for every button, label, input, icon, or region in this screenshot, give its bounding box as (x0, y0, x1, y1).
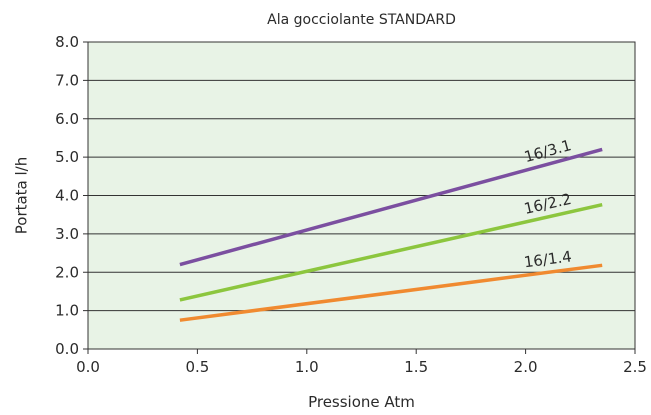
y-axis-ticks: 0.0 1.0 2.0 3.0 4.0 5.0 6.0 7.0 8.0 (55, 33, 88, 358)
x-tick-label: 2.5 (623, 358, 647, 376)
y-tick-label: 1.0 (55, 302, 79, 320)
y-tick-label: 4.0 (55, 187, 79, 205)
x-tick-label: 2.0 (514, 358, 538, 376)
x-axis-label: Pressione Atm (308, 393, 415, 411)
x-tick-label: 1.0 (295, 358, 319, 376)
y-axis-label: Portata l/h (13, 157, 31, 235)
y-tick-label: 6.0 (55, 110, 79, 128)
y-tick-label: 8.0 (55, 33, 79, 51)
x-tick-label: 1.5 (404, 358, 428, 376)
grid-lines (88, 41, 635, 350)
y-tick-label: 2.0 (55, 263, 79, 281)
series-line-1 (179, 147, 603, 267)
chart-title: Ala gocciolante STANDARD (267, 12, 456, 28)
y-tick-label: 7.0 (55, 71, 79, 89)
series-line-2 (179, 202, 603, 302)
x-axis-ticks: 0.0 0.5 1.0 1.5 2.0 2.5 (76, 349, 647, 376)
y-tick-label: 3.0 (55, 225, 79, 243)
series-line-3 (179, 263, 603, 322)
y-tick-label: 0.0 (55, 340, 79, 358)
x-tick-label: 0.0 (76, 358, 100, 376)
series-lines (179, 147, 603, 322)
y-tick-label: 5.0 (55, 148, 79, 166)
x-tick-label: 0.5 (185, 358, 209, 376)
